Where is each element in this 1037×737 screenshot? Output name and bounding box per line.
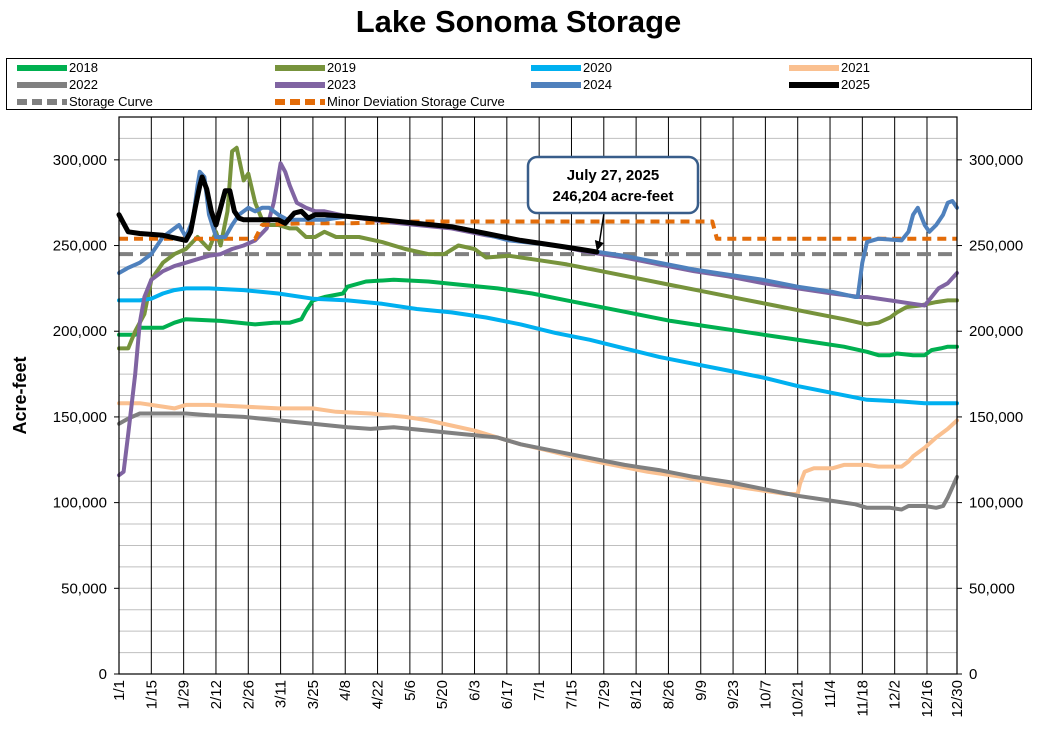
x-tick-label: 8/12 [628, 680, 645, 709]
legend-swatch [531, 65, 581, 71]
callout-arrow-line [598, 212, 605, 247]
series-line-2025 [116, 174, 600, 255]
y-tick-label-right: 200,000 [969, 323, 1023, 340]
legend-label: 2024 [583, 77, 612, 92]
y-tick-label-left: 250,000 [53, 238, 107, 255]
legend-swatch [789, 65, 839, 71]
legend-swatch [275, 82, 325, 88]
x-tick-label: 12/2 [887, 680, 904, 709]
legend-label: 2023 [327, 77, 356, 92]
axes: 0 0 50,000 50,000 100,000 100,000 150,000 150,0… [10, 116, 1023, 718]
y-tick-label-right: 150,000 [969, 409, 1023, 426]
x-tick-label: 6/3 [467, 680, 484, 701]
y-axis-title: Acre-feet [10, 356, 30, 434]
x-tick-label: 11/4 [822, 680, 839, 708]
series-line-2021 [117, 401, 959, 496]
y-tick-label-right: 300,000 [969, 152, 1023, 169]
legend-swatch [275, 99, 325, 105]
x-tick-label: 9/23 [725, 680, 742, 709]
x-tick-label: 2/12 [208, 680, 225, 709]
x-tick-label: 1/1 [111, 680, 128, 701]
legend-swatch [17, 99, 67, 105]
x-tick-label: 7/29 [596, 680, 613, 709]
y-tick-label-right: 100,000 [969, 495, 1023, 512]
legend-label: Minor Deviation Storage Curve [327, 94, 505, 109]
x-tick-label: 2/26 [240, 680, 257, 709]
legend-swatch [531, 82, 581, 88]
x-tick-label: 3/25 [305, 680, 322, 709]
series-line-2019 [117, 145, 959, 351]
x-tick-label: 6/17 [499, 680, 516, 709]
x-tick-label: 10/21 [790, 680, 807, 718]
x-tick-label: 1/15 [143, 680, 160, 709]
y-tick-label-right: 50,000 [969, 580, 1015, 597]
x-tick-label: 7/15 [563, 680, 580, 709]
legend-label: 2020 [583, 60, 612, 75]
x-tick-label: 3/11 [273, 680, 290, 708]
legend-swatch [275, 65, 325, 71]
series-line-2022 [117, 411, 959, 512]
y-tick-label-right: 250,000 [969, 238, 1023, 255]
x-tick-label: 4/22 [370, 680, 387, 709]
x-tick-label: 5/6 [402, 680, 419, 701]
chart-title: Lake Sonoma Storage [355, 4, 682, 39]
callout-value: 246,204 acre-feet [553, 188, 674, 205]
legend-label: 2019 [327, 60, 356, 75]
x-tick-label: 7/1 [531, 680, 548, 701]
y-tick-label-left: 200,000 [53, 323, 107, 340]
y-tick-label-left: 50,000 [61, 580, 107, 597]
series-line-2020 [117, 286, 959, 406]
annotation-callout: July 27, 2025 246,204 acre-feet [526, 155, 700, 252]
x-tick-label: 12/16 [919, 680, 936, 718]
y-tick-label-left: 150,000 [53, 409, 107, 426]
series-line-2018 [117, 277, 959, 358]
chart-legend: 2018 2019 2020 2021 2022 2023 2024 2025 Storage … [6, 58, 1032, 110]
x-tick-label: 1/29 [176, 680, 193, 709]
legend-swatch [789, 82, 839, 88]
y-tick-label-left: 100,000 [53, 495, 107, 512]
legend-label: Storage Curve [69, 94, 153, 109]
y-tick-label-left: 0 [99, 666, 107, 683]
callout-box [526, 155, 700, 215]
x-tick-label: 9/9 [693, 680, 710, 701]
series-layer [116, 145, 959, 512]
legend-swatch [17, 65, 67, 71]
legend-label: 2022 [69, 77, 98, 92]
x-tick-label: 5/20 [434, 680, 451, 709]
y-tick-label-left: 300,000 [53, 152, 107, 169]
x-tick-label: 4/8 [337, 680, 354, 701]
legend-swatch [17, 82, 67, 88]
y-tick-label-right: 0 [969, 666, 977, 683]
legend-label: 2025 [841, 77, 870, 92]
callout-date: July 27, 2025 [567, 167, 660, 184]
legend-label: 2018 [69, 60, 98, 75]
x-tick-label: 8/26 [660, 680, 677, 709]
x-tick-label: 10/7 [757, 680, 774, 709]
callout-arrow-head [594, 240, 604, 252]
x-tick-label: 11/18 [854, 680, 871, 716]
x-tick-label: 12/30 [949, 680, 966, 718]
plot-frame [118, 116, 958, 675]
legend-label: 2021 [841, 60, 870, 75]
